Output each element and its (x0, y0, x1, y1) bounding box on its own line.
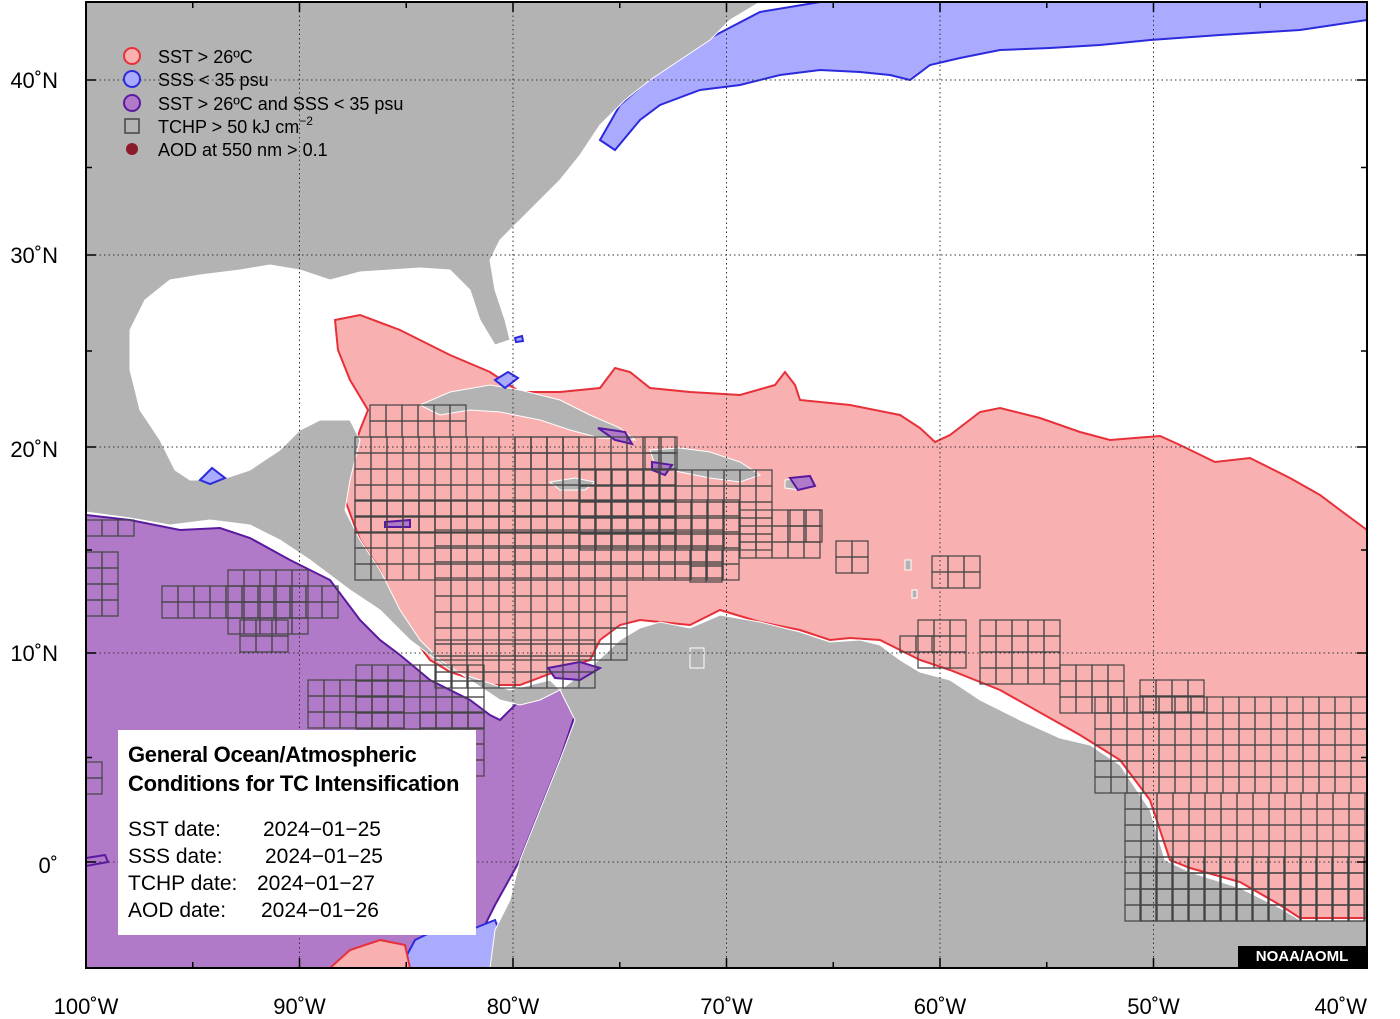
x-tick-label: 70˚W (700, 994, 753, 1019)
sss-date-row: SSS date: 2024−01−25 (128, 843, 466, 870)
tchp-date-label: TCHP date: (128, 872, 238, 895)
axis-ticks (85, 2, 1368, 969)
y-tick-label: 10˚N (10, 641, 58, 666)
tchp-box (291, 617, 309, 635)
sst-date-label: SST date: (128, 818, 222, 841)
legend-label-sss: SSS < 35 psu (158, 70, 269, 90)
info-box: General Ocean/Atmospheric Conditions for… (118, 730, 476, 935)
sss-date-value: 2024−01−25 (265, 845, 383, 868)
tchp-box (660, 452, 678, 470)
tchp-box (851, 556, 869, 574)
tchp-box (117, 519, 135, 537)
tchp-boxes (86, 404, 1367, 922)
tchp-date-value: 2024−01−27 (257, 872, 375, 895)
x-tick-label: 40˚W (1314, 994, 1367, 1019)
tchp-date-row: TCHP date: 2024−01−27 (128, 870, 466, 897)
x-axis-labels: 100˚W 90˚W 80˚W 70˚W 60˚W 50˚W 40˚W (54, 994, 1368, 1019)
legend: SST > 26ºC SSS < 35 psu SST > 26ºC and S… (123, 47, 403, 160)
y-tick-label: 40˚N (10, 68, 58, 93)
aod-date-row: AOD date: 2024−01−26 (128, 897, 466, 924)
tchp-legend-square (124, 118, 140, 134)
tchp-box (963, 571, 981, 589)
tchp-box (321, 601, 339, 619)
tchp-box (610, 643, 628, 661)
tchp-box (101, 599, 119, 617)
legend-label-aod: AOD at 550 nm > 0.1 (158, 140, 328, 160)
tchp-box (1187, 695, 1205, 713)
x-tick-label: 100˚W (54, 994, 119, 1019)
grid-lines (86, 2, 1367, 968)
legend-label-both: SST > 26ºC and SSS < 35 psu (158, 94, 403, 114)
tchp-box (915, 635, 933, 653)
y-tick-label: 0˚ (38, 853, 58, 878)
tchp-box (578, 671, 596, 689)
tchp-box (562, 452, 580, 470)
sst-date-value: 2024−01−25 (263, 818, 381, 841)
both-pockets (86, 427, 817, 868)
x-tick-label: 60˚W (914, 994, 967, 1019)
sss-legend-circle (123, 70, 141, 88)
sst-legend-circle (123, 47, 141, 65)
tchp-box (705, 565, 723, 583)
sss-region-north (598, 2, 1367, 152)
sst-region-pacific-south (328, 938, 412, 968)
y-tick-label: 20˚N (10, 437, 58, 462)
sss-pockets (198, 334, 525, 486)
tchp-box (1347, 904, 1365, 922)
tchp-box (949, 651, 967, 669)
tchp-box (706, 561, 724, 579)
x-tick-label: 50˚W (1127, 994, 1180, 1019)
legend-label-tchp-sup: −2 (299, 114, 313, 128)
info-title-line1: General Ocean/Atmospheric (128, 742, 417, 767)
y-axis-labels: 40˚N 30˚N 20˚N 10˚N 0˚ (10, 68, 58, 878)
tchp-box (805, 525, 823, 543)
sss-date-label: SSS date: (128, 845, 223, 868)
x-tick-label: 90˚W (273, 994, 326, 1019)
aod-legend-dot (126, 143, 138, 155)
credit-badge: NOAA/AOML (1238, 946, 1366, 968)
tchp-box (271, 635, 289, 653)
sst-date-row: SST date: 2024−01−25 (128, 816, 466, 843)
y-tick-label: 30˚N (10, 243, 58, 268)
legend-label-sst: SST > 26ºC (158, 47, 253, 67)
info-title-line2: Conditions for TC Intensification (128, 771, 460, 796)
x-tick-label: 80˚W (487, 994, 540, 1019)
tchp-box (86, 777, 103, 795)
aod-date-label: AOD date: (128, 899, 227, 922)
legend-label-tchp: TCHP > 50 kJ cm−2 (158, 114, 313, 137)
aod-date-value: 2024−01−26 (261, 899, 379, 922)
info-rows: SST date: 2024−01−25 SSS date: 2024−01−2… (128, 816, 466, 924)
both-legend-circle (123, 94, 141, 112)
